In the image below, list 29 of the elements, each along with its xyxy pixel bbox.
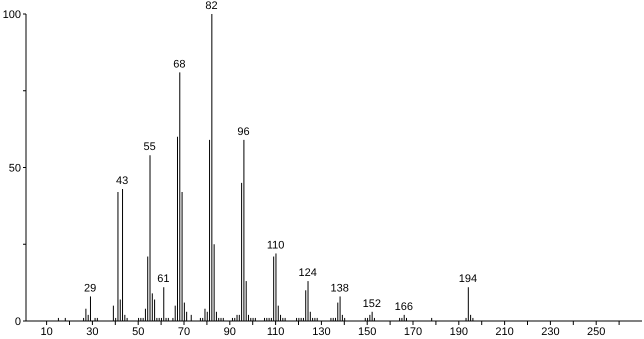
x-tick-label: 170 (404, 326, 422, 338)
x-tick-label: 210 (495, 326, 514, 338)
annotation: 82 (205, 0, 218, 12)
x-tick-label: 90 (224, 326, 236, 338)
annotation: 124 (298, 267, 317, 280)
x-tick-label: 150 (358, 326, 376, 338)
annotation: 194 (458, 273, 478, 286)
x-tick-label: 130 (312, 326, 331, 338)
x-tick-label: 50 (132, 326, 144, 338)
annotation: 110 (266, 239, 284, 252)
annotation: 29 (84, 282, 96, 294)
y-tick-label: 50 (8, 162, 21, 174)
y-tick-label: 100 (2, 8, 21, 21)
x-tick-label: 190 (450, 326, 468, 338)
x-tick-label: 70 (178, 326, 190, 338)
x-tick-label: 230 (541, 326, 560, 338)
x-tick-label: 110 (266, 326, 284, 338)
y-tick-label: 0 (14, 316, 21, 328)
x-tick-label: 30 (86, 326, 99, 338)
x-tick-label: 10 (40, 326, 53, 338)
annotation: 96 (237, 126, 250, 138)
x-tick-label: 250 (587, 326, 606, 338)
annotation: 166 (394, 300, 414, 313)
annotation: 55 (144, 141, 156, 154)
annotation: 43 (116, 174, 128, 187)
annotation: 68 (173, 58, 186, 70)
annotation: 138 (330, 282, 349, 294)
annotation: 61 (157, 273, 170, 286)
annotation: 152 (362, 298, 381, 310)
